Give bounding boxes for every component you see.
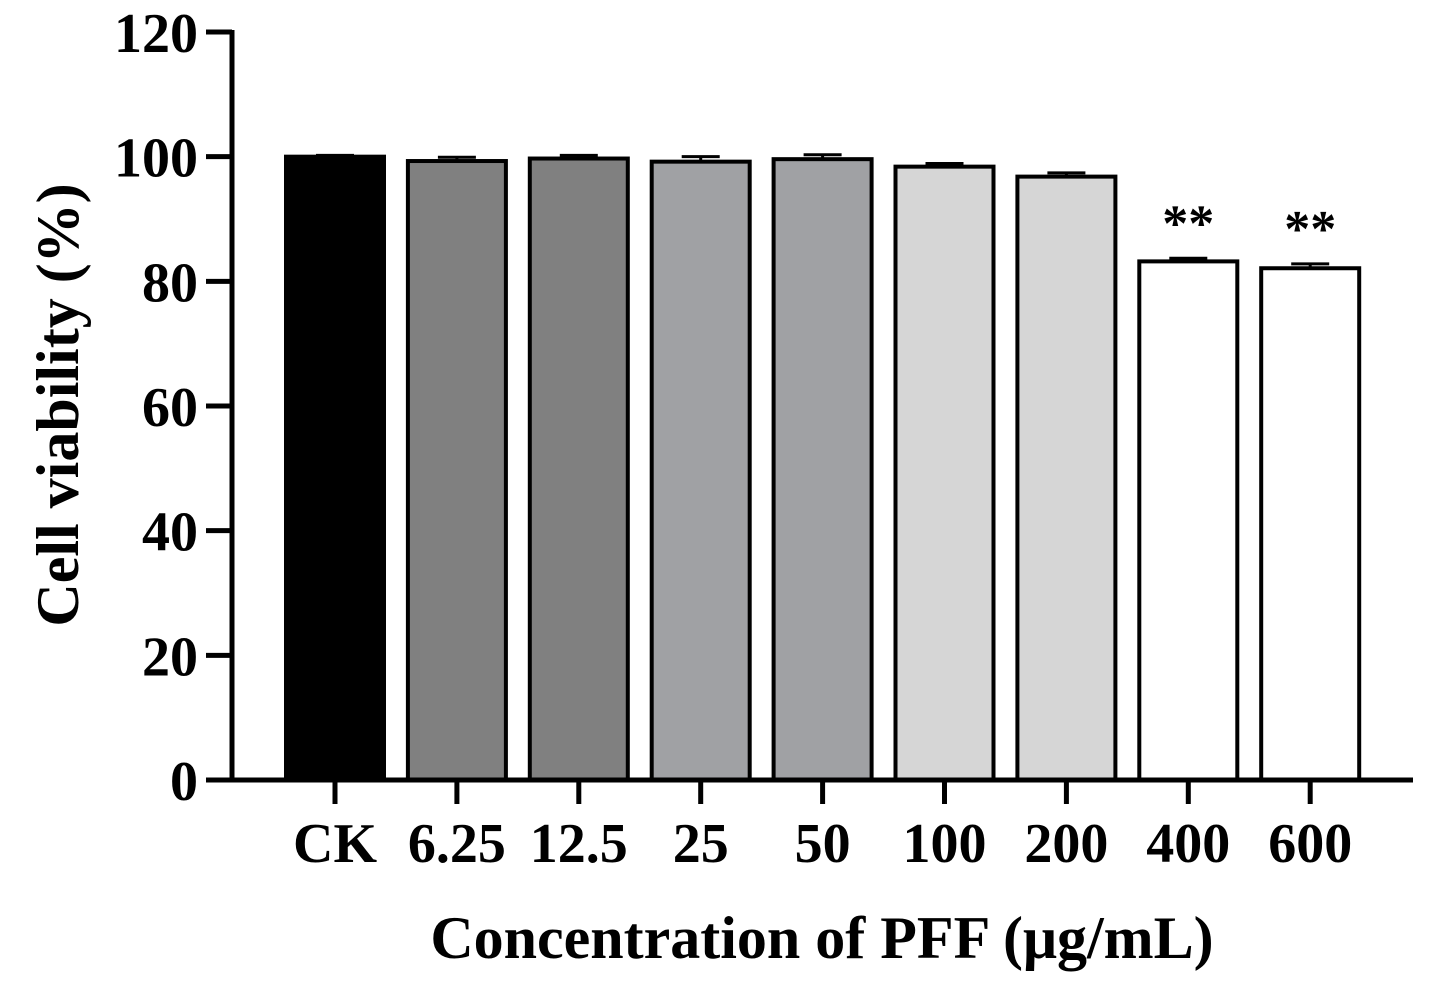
x-tick-label: 6.25 — [408, 813, 506, 875]
x-tick-label: 600 — [1268, 813, 1352, 875]
bar-12.5 — [527, 156, 630, 782]
x-tick-label: 25 — [673, 813, 729, 875]
bar-400 — [1137, 259, 1240, 782]
significance-layer: ** ** — [1162, 195, 1336, 258]
y-ticks-layer: 0 20 40 60 80 100 120 — [114, 3, 232, 813]
y-tick-label: 100 — [114, 128, 198, 190]
bar-25 — [649, 159, 752, 783]
x-axis-title: Concentration of PFF (μg/mL) — [430, 905, 1213, 971]
y-tick-label: 60 — [142, 377, 198, 439]
x-tick-label: 400 — [1146, 813, 1230, 875]
bar-CK — [284, 154, 386, 782]
bar-6.25 — [405, 159, 508, 782]
x-tick-label: 200 — [1024, 813, 1108, 875]
y-tick-label: 0 — [170, 751, 198, 813]
x-tick-label: 100 — [903, 813, 987, 875]
y-tick-label: 40 — [142, 502, 198, 564]
y-axis-title: Cell viability (%) — [25, 183, 91, 626]
bar-100 — [893, 164, 996, 782]
y-tick-label: 120 — [114, 3, 198, 65]
x-tick-label: 12.5 — [530, 813, 628, 875]
y-tick-label: 20 — [142, 626, 198, 688]
y-tick-label: 80 — [142, 252, 198, 314]
bar-50 — [771, 157, 874, 783]
x-tick-label: CK — [293, 813, 377, 875]
error-bars-layer — [316, 153, 1330, 269]
x-ticks-layer: CK 6.25 12.5 25 50 100 200 400 600 — [293, 780, 1352, 875]
bar-200 — [1015, 174, 1118, 782]
significance-marker-600: ** — [1284, 201, 1336, 258]
bar-600 — [1259, 266, 1362, 782]
x-tick-label: 50 — [795, 813, 851, 875]
significance-marker-400: ** — [1162, 195, 1214, 252]
